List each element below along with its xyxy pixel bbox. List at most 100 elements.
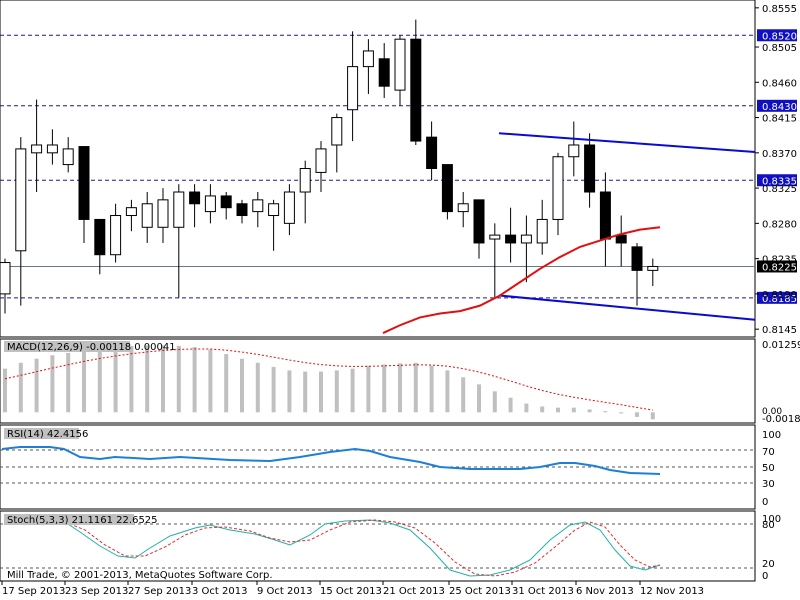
macd-bar bbox=[334, 370, 339, 413]
macd-bar bbox=[271, 366, 276, 413]
rsi-label-box bbox=[4, 428, 79, 439]
candle-body bbox=[394, 38, 406, 91]
price-candles bbox=[0, 19, 659, 314]
x-axis-label: 3 Oct 2013 bbox=[192, 586, 247, 597]
candle-body bbox=[94, 218, 106, 256]
macd-bar bbox=[492, 391, 497, 413]
macd-label-box bbox=[4, 341, 130, 352]
price-axis-label: 0.8145 bbox=[762, 325, 797, 336]
price-axis-label: 0.8235 bbox=[762, 255, 797, 266]
stoch-axis-100: 100 bbox=[762, 514, 781, 525]
rsi-axis-50: 50 bbox=[762, 463, 775, 474]
candle-body bbox=[31, 144, 43, 154]
macd-bar bbox=[650, 412, 655, 420]
macd-bar bbox=[429, 365, 434, 413]
candle-body bbox=[426, 136, 438, 170]
candle-body bbox=[536, 218, 548, 244]
macd-axis-top: 0.01259 bbox=[762, 340, 800, 351]
price-axis-label: 0.8460 bbox=[762, 78, 797, 89]
macd-axis-bottom: -0.00184 bbox=[762, 414, 800, 425]
candle-body bbox=[157, 199, 169, 228]
candle-body bbox=[46, 144, 58, 154]
macd-bars bbox=[3, 345, 655, 420]
candle-body bbox=[362, 50, 374, 68]
rsi-label: RSI(14) 42.4156 bbox=[7, 429, 88, 440]
copyright-text: Mill Trade, © 2001-2013, MetaQuotes Soft… bbox=[7, 570, 273, 581]
candle-body bbox=[599, 191, 611, 240]
current-price-label: 0.8225 bbox=[762, 262, 797, 273]
macd-bar bbox=[255, 362, 260, 413]
price-level-label: 0.8185 bbox=[762, 294, 797, 305]
price-levels: 0.8520 0.8430 0.8335 0.8185 bbox=[0, 29, 797, 305]
stoch-label: Stoch(5,3,3) 21.1161 22.6525 bbox=[7, 515, 158, 526]
macd-bar bbox=[303, 371, 308, 413]
macd-axis-zero: 0.00 bbox=[762, 407, 782, 417]
stoch-axis-0: 0 bbox=[762, 571, 768, 582]
x-axis-label: 17 Sep 2013 bbox=[2, 586, 65, 597]
candle-body bbox=[299, 168, 311, 193]
candle-body bbox=[552, 156, 564, 220]
candle-body bbox=[268, 203, 280, 217]
stoch-label-box bbox=[4, 514, 134, 525]
price-grid: 0.8225 bbox=[0, 260, 797, 273]
macd-bar bbox=[508, 397, 513, 413]
x-axis: 17 Sep 2013 23 Sep 2013 27 Sep 2013 3 Oct 2… bbox=[1, 581, 704, 597]
x-axis-label: 21 Oct 2013 bbox=[383, 586, 445, 597]
price-level-label: 0.8520 bbox=[762, 31, 797, 42]
candle-body bbox=[189, 191, 201, 205]
macd-bar bbox=[97, 348, 102, 413]
price-axis-label: 0.8280 bbox=[762, 219, 797, 230]
candle-body bbox=[141, 203, 153, 228]
candle-body bbox=[204, 195, 216, 213]
macd-pane-border bbox=[0, 338, 756, 424]
price-axis-label: 0.8505 bbox=[762, 43, 797, 54]
price-level-label-box bbox=[757, 29, 797, 42]
candle-body bbox=[110, 215, 122, 256]
macd-bar bbox=[66, 352, 71, 413]
x-axis-label: 23 Sep 2013 bbox=[65, 586, 128, 597]
macd-bar bbox=[619, 412, 624, 414]
macd-bar bbox=[129, 345, 134, 413]
macd-bar bbox=[113, 347, 118, 413]
macd-bar bbox=[366, 365, 371, 413]
macd-bar bbox=[524, 403, 529, 413]
candle-body bbox=[584, 144, 596, 193]
candle-body bbox=[457, 203, 469, 213]
moving-average-line bbox=[382, 226, 661, 334]
macd-bar bbox=[556, 407, 560, 413]
price-overlays bbox=[382, 132, 756, 334]
price-axis-label: 0.8370 bbox=[762, 149, 797, 160]
candle-body bbox=[283, 191, 295, 224]
rsi-axis-100: 100 bbox=[762, 430, 781, 441]
price-pane-border bbox=[0, 0, 756, 338]
x-axis-label: 31 Oct 2013 bbox=[512, 586, 574, 597]
macd-pane: MACD(12,26,9) -0.00118 0.00041 0.01259 0… bbox=[0, 338, 800, 425]
price-axis-label: 0.8190 bbox=[762, 290, 797, 301]
stoch-axis-20: 20 bbox=[762, 559, 775, 570]
macd-bar bbox=[208, 349, 213, 413]
price-level-label: 0.8335 bbox=[762, 176, 797, 187]
macd-bar bbox=[445, 370, 450, 413]
macd-bar bbox=[287, 370, 292, 413]
channel-lower-line bbox=[498, 294, 756, 321]
rsi-pane: RSI(14) 42.4156 100 70 50 30 0 bbox=[0, 424, 781, 510]
rsi-axis-0: 0 bbox=[762, 497, 768, 508]
candle-body bbox=[568, 144, 580, 158]
macd-bar bbox=[350, 368, 355, 413]
candle-body bbox=[441, 164, 453, 213]
stoch-pane-border bbox=[0, 510, 756, 582]
candle-body bbox=[520, 234, 532, 244]
candle-body bbox=[15, 148, 27, 252]
candle-body bbox=[347, 66, 359, 111]
x-axis-label: 6 Nov 2013 bbox=[576, 586, 634, 597]
x-axis-label: 15 Oct 2013 bbox=[320, 586, 382, 597]
channel-upper-line bbox=[498, 132, 756, 154]
x-axis-label: 25 Oct 2013 bbox=[449, 586, 511, 597]
stoch-signal-line bbox=[64, 519, 661, 577]
macd-bar bbox=[145, 345, 150, 413]
price-axis-label: 0.8415 bbox=[762, 114, 797, 125]
price-level-label-box bbox=[757, 99, 797, 112]
macd-bar bbox=[34, 358, 39, 413]
macd-bar bbox=[413, 362, 418, 413]
